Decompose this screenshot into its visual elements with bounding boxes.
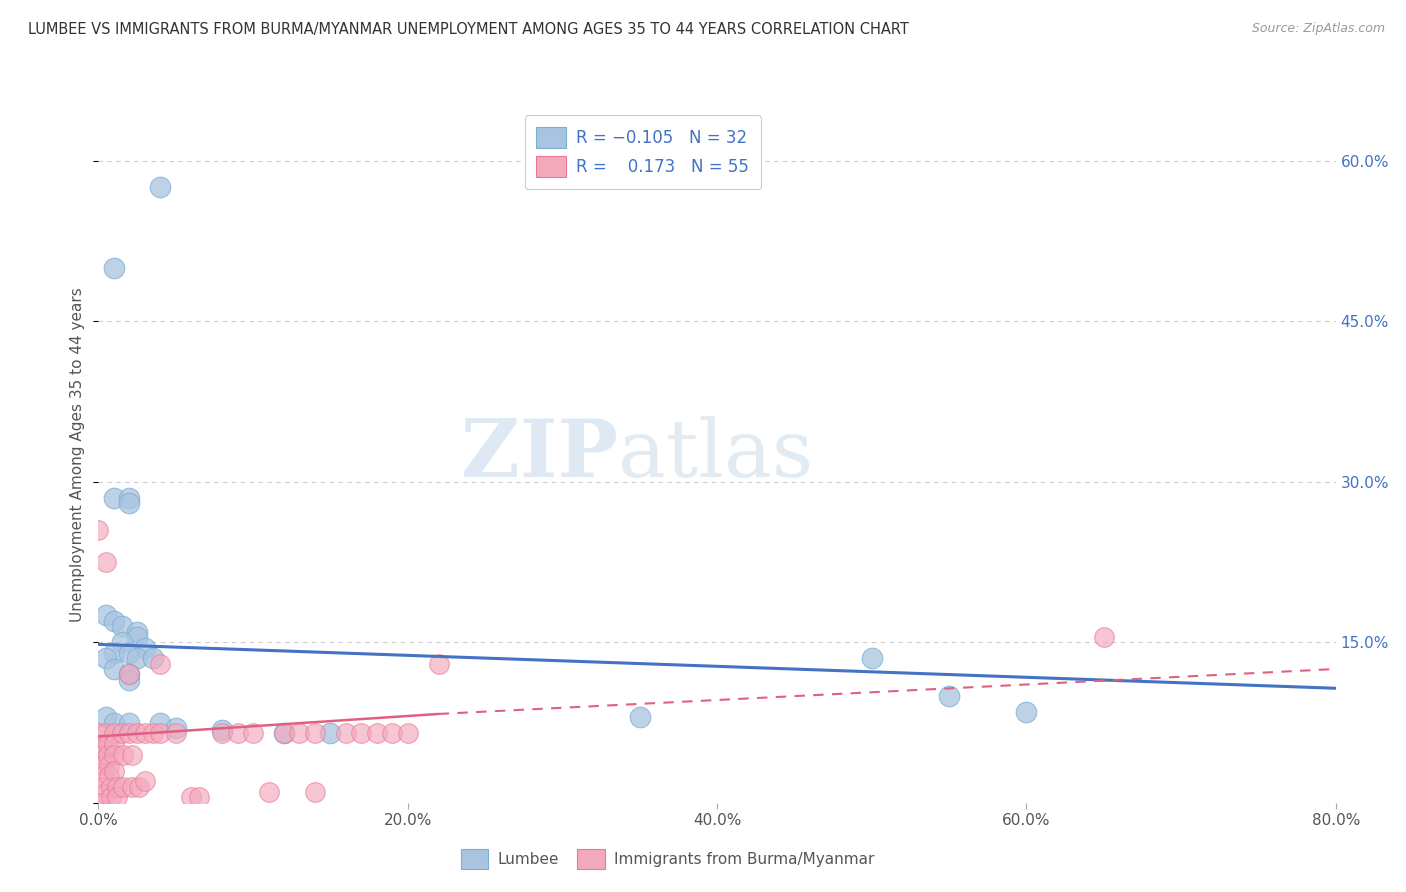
Point — [103, 614, 125, 628]
Point — [273, 726, 295, 740]
Point — [211, 726, 233, 740]
Point — [100, 790, 122, 805]
Point — [127, 630, 149, 644]
Point — [226, 726, 249, 740]
Point — [96, 710, 118, 724]
Point — [105, 790, 128, 805]
Text: Source: ZipAtlas.com: Source: ZipAtlas.com — [1251, 22, 1385, 36]
Point — [103, 646, 125, 660]
Y-axis label: Unemployment Among Ages 35 to 44 years: Unemployment Among Ages 35 to 44 years — [70, 287, 86, 623]
Point — [127, 651, 149, 665]
Point — [381, 726, 404, 740]
Text: ZIP: ZIP — [461, 416, 619, 494]
Point — [149, 657, 172, 671]
Point — [118, 667, 141, 681]
Point — [96, 726, 118, 740]
Point — [111, 619, 134, 633]
Point — [127, 624, 149, 639]
Point — [111, 635, 134, 649]
Point — [128, 780, 150, 794]
Point — [100, 780, 122, 794]
Point — [149, 726, 172, 740]
Point — [165, 726, 187, 740]
Point — [118, 496, 141, 510]
Point — [304, 726, 326, 740]
Point — [111, 726, 134, 740]
Point — [134, 726, 156, 740]
Point — [180, 790, 202, 805]
Point — [87, 523, 110, 537]
Point — [118, 715, 141, 730]
Point — [90, 747, 112, 762]
Point — [103, 737, 125, 751]
Point — [96, 651, 118, 665]
Point — [860, 651, 883, 665]
Point — [304, 785, 326, 799]
Point — [142, 726, 165, 740]
Point — [91, 780, 114, 794]
Text: LUMBEE VS IMMIGRANTS FROM BURMA/MYANMAR UNEMPLOYMENT AMONG AGES 35 TO 44 YEARS C: LUMBEE VS IMMIGRANTS FROM BURMA/MYANMAR … — [28, 22, 910, 37]
Point — [121, 780, 143, 794]
Point — [149, 180, 172, 194]
Point — [103, 726, 125, 740]
Point — [97, 737, 120, 751]
Point — [93, 787, 115, 801]
Point — [96, 608, 118, 623]
Point — [142, 651, 165, 665]
Point — [103, 764, 125, 778]
Point — [211, 723, 233, 737]
Legend: Lumbee, Immigrants from Burma/Myanmar: Lumbee, Immigrants from Burma/Myanmar — [454, 843, 880, 875]
Point — [134, 640, 156, 655]
Point — [87, 796, 110, 810]
Point — [127, 726, 149, 740]
Text: atlas: atlas — [619, 416, 813, 494]
Point — [427, 657, 450, 671]
Point — [188, 790, 211, 805]
Point — [118, 667, 141, 681]
Point — [165, 721, 187, 735]
Point — [242, 726, 264, 740]
Point — [319, 726, 342, 740]
Point — [288, 726, 311, 740]
Point — [118, 673, 141, 687]
Point — [938, 689, 960, 703]
Point — [1092, 630, 1115, 644]
Point — [97, 747, 120, 762]
Point — [105, 780, 128, 794]
Point — [134, 774, 156, 789]
Point — [87, 726, 110, 740]
Point — [90, 737, 112, 751]
Point — [350, 726, 373, 740]
Point — [257, 785, 280, 799]
Point — [366, 726, 388, 740]
Point — [96, 555, 118, 569]
Point — [335, 726, 357, 740]
Point — [628, 710, 651, 724]
Point — [103, 491, 125, 505]
Point — [118, 726, 141, 740]
Point — [396, 726, 419, 740]
Point — [273, 726, 295, 740]
Point — [118, 646, 141, 660]
Point — [112, 747, 135, 762]
Point — [91, 769, 114, 783]
Point — [103, 260, 125, 275]
Point — [118, 491, 141, 505]
Point — [98, 758, 121, 772]
Point — [112, 780, 135, 794]
Point — [91, 758, 114, 772]
Point — [103, 747, 125, 762]
Point — [149, 715, 172, 730]
Point — [1015, 705, 1038, 719]
Point — [103, 662, 125, 676]
Point — [121, 747, 143, 762]
Point — [98, 769, 121, 783]
Point — [103, 715, 125, 730]
